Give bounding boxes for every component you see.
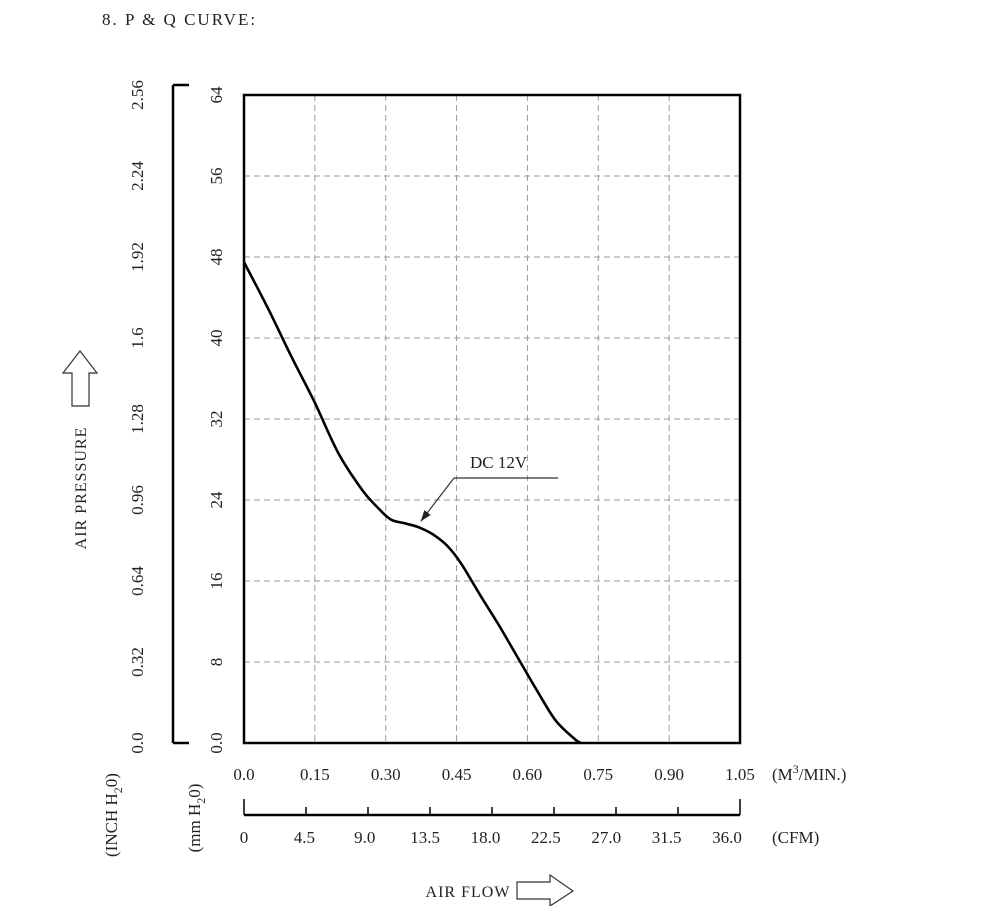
- x-tick-label-cfm: 13.5: [410, 828, 440, 847]
- x-tick-label-m3min: 0.0: [233, 765, 254, 784]
- y-unit-mm-base: (mm H: [185, 804, 204, 853]
- x-unit-m3min-tail: /MIN.): [799, 765, 847, 784]
- y-tick-label-mm: 24: [207, 491, 226, 509]
- series-layer: DC 12V: [242, 261, 582, 745]
- y-unit-mm-sub: 2: [194, 798, 208, 804]
- y-tick-label-inch: 0.64: [128, 566, 147, 596]
- y-tick-label-inch: 0.0: [128, 732, 147, 753]
- x-tick-label-cfm: 36.0: [712, 828, 742, 847]
- x-axis-title: AIR FLOW: [426, 884, 511, 901]
- x-tick-label-cfm: 9.0: [354, 828, 375, 847]
- x-tick-label-cfm: 0: [240, 828, 249, 847]
- x-tick-label-m3min: 0.90: [654, 765, 684, 784]
- x-tick-label-cfm: 31.5: [652, 828, 682, 847]
- y-tick-label-mm: 0.0: [207, 732, 226, 753]
- y-unit-mm: (mm H20): [185, 784, 208, 853]
- y-tick-label-inch: 2.56: [128, 80, 147, 110]
- y-unit-inch-sub: 2: [111, 787, 125, 793]
- y-tick-label-mm: 40: [207, 330, 226, 347]
- x-tick-label-cfm: 4.5: [294, 828, 315, 847]
- x-tick-label-m3min: 1.05: [725, 765, 755, 784]
- y-tick-label-inch: 1.92: [128, 242, 147, 272]
- y-axis-title: AIR PRESSURE: [73, 427, 90, 550]
- x-tick-label-m3min: 0.30: [371, 765, 401, 784]
- y-tick-label-mm: 48: [207, 249, 226, 266]
- y-tick-label-mm: 32: [207, 411, 226, 428]
- x-tick-label-m3min: 0.60: [513, 765, 543, 784]
- y-tick-label-inch: 1.28: [128, 404, 147, 434]
- annotation-arrowhead-icon: [420, 510, 431, 522]
- x-unit-m3min: (M3/MIN.): [772, 762, 846, 784]
- y-unit-inch-base: (INCH H: [102, 793, 121, 857]
- x-tick-label-m3min: 0.45: [442, 765, 472, 784]
- label-layer: 0.08162432404856640.00.320.640.961.281.6…: [61, 80, 846, 908]
- x-tick-label-m3min: 0.75: [583, 765, 613, 784]
- y-tick-label-mm: 56: [207, 168, 226, 185]
- y-tick-label-mm: 64: [207, 86, 226, 104]
- y-tick-label-inch: 0.96: [128, 485, 147, 515]
- x-axis-arrow-icon: [516, 873, 575, 908]
- y-tick-label-inch: 2.24: [128, 161, 147, 191]
- x-unit-m3min-sup: 3: [793, 762, 799, 776]
- x-unit-cfm: (CFM): [772, 828, 819, 847]
- series-line-dc-12v: [242, 261, 582, 745]
- x-tick-label-cfm: 18.0: [471, 828, 501, 847]
- annotation-label: DC 12V: [470, 453, 528, 472]
- y-tick-label-inch: 1.6: [128, 327, 147, 348]
- axis-layer: [171, 83, 741, 817]
- y-tick-label-mm: 16: [207, 573, 226, 590]
- y-axis-arrow-icon: [61, 350, 99, 407]
- grid-layer: [244, 95, 740, 743]
- y-unit-inch: (INCH H20): [102, 773, 125, 857]
- page-heading: 8. P & Q CURVE:: [102, 10, 257, 29]
- x-tick-label-m3min: 0.15: [300, 765, 330, 784]
- x-unit-m3min-base: (M: [772, 765, 793, 784]
- plot-frame: [242, 93, 742, 745]
- y-tick-label-inch: 0.32: [128, 647, 147, 677]
- x-tick-label-cfm: 22.5: [531, 828, 561, 847]
- x-tick-label-cfm: 27.0: [591, 828, 621, 847]
- y-tick-label-mm: 8: [207, 658, 226, 667]
- y-unit-mm-tail: 0): [185, 784, 204, 798]
- y-unit-inch-tail: 0): [102, 773, 121, 787]
